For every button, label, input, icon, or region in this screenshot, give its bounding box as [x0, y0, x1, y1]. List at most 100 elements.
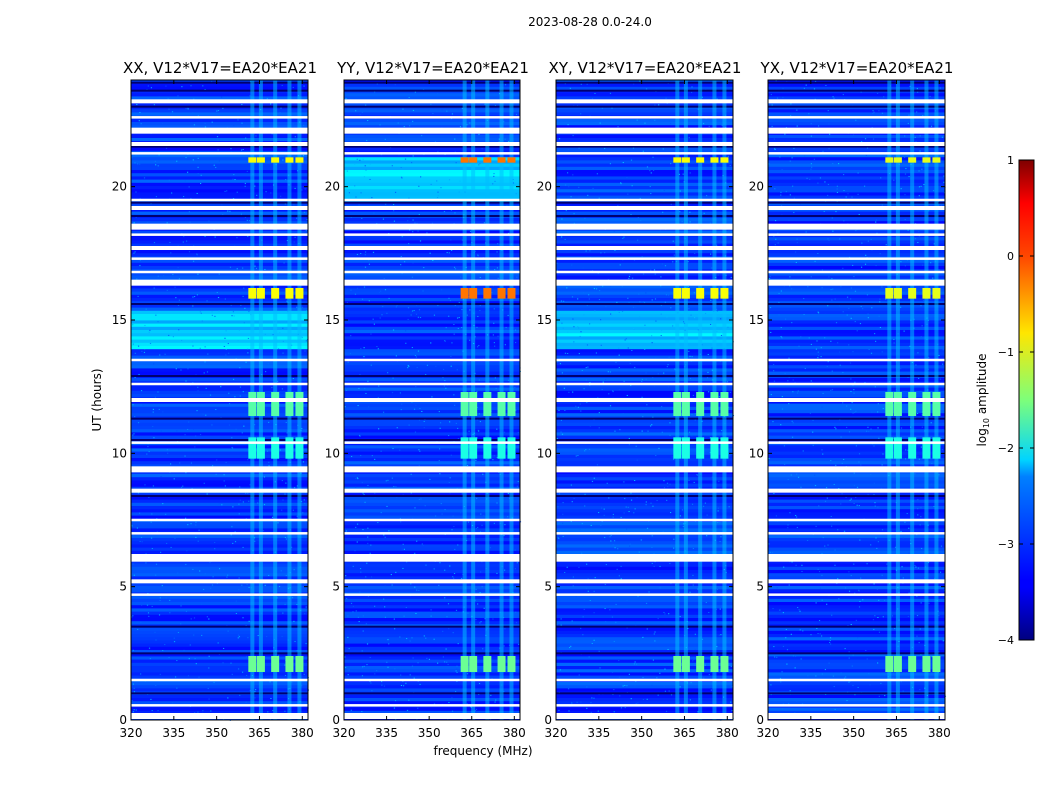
noise-speckle	[673, 538, 675, 540]
noise-speckle	[243, 380, 245, 382]
noise-strip	[556, 352, 733, 356]
noise-speckle	[601, 507, 603, 509]
noise-speckle	[350, 709, 352, 711]
noise-speckle	[347, 674, 349, 676]
noise-strip	[556, 483, 733, 487]
noise-speckle	[613, 689, 615, 691]
noise-speckle	[905, 168, 907, 170]
noise-speckle	[304, 350, 306, 352]
noise-strip	[344, 492, 520, 497]
noise-speckle	[448, 315, 450, 317]
noise-speckle	[717, 510, 719, 512]
noise-speckle	[691, 503, 694, 505]
noise-strip	[556, 172, 733, 177]
noise-speckle	[877, 617, 879, 619]
rfi-burst	[908, 157, 917, 163]
noise-speckle	[582, 292, 585, 294]
noise-speckle	[229, 266, 232, 268]
noise-speckle	[817, 125, 820, 127]
noise-speckle	[257, 502, 259, 504]
noise-strip	[131, 371, 308, 375]
noise-strip	[556, 454, 733, 458]
noise-speckle	[701, 96, 704, 98]
noise-speckle	[248, 620, 250, 622]
noise-speckle	[825, 487, 828, 489]
noise-speckle	[216, 136, 219, 138]
noise-speckle	[284, 674, 287, 676]
noise-speckle	[131, 616, 133, 618]
noise-speckle	[692, 660, 694, 662]
noise-speckle	[852, 654, 854, 656]
noise-speckle	[648, 591, 650, 593]
noise-speckle	[860, 266, 863, 268]
noise-speckle	[241, 432, 243, 434]
noise-speckle	[882, 453, 884, 455]
noise-speckle	[425, 564, 427, 566]
noise-speckle	[181, 86, 183, 88]
noise-speckle	[507, 379, 510, 381]
noise-strip	[768, 419, 945, 423]
noise-strip	[131, 454, 308, 458]
noise-speckle	[627, 193, 629, 195]
noise-strip	[344, 92, 520, 97]
noise-speckle	[284, 664, 286, 666]
noise-speckle	[667, 294, 670, 296]
noise-speckle	[781, 396, 783, 398]
noise-strip	[131, 492, 308, 497]
noise-speckle	[374, 605, 376, 607]
noise-speckle	[657, 694, 659, 696]
noise-strip	[344, 601, 520, 606]
noise-speckle	[370, 364, 372, 366]
panel-2-frame	[343, 79, 521, 721]
noise-strip	[768, 86, 945, 90]
flagged-row	[556, 678, 733, 682]
noise-speckle	[582, 545, 584, 547]
noise-speckle	[248, 586, 250, 588]
noise-strip	[768, 534, 945, 538]
rfi-burst	[908, 392, 917, 416]
noise-strip	[344, 636, 520, 641]
noise-speckle	[282, 352, 284, 354]
noise-strip	[768, 268, 945, 273]
noise-speckle	[444, 340, 446, 342]
noise-strip	[556, 371, 733, 375]
noise-speckle	[454, 212, 456, 214]
noise-speckle	[557, 537, 559, 539]
noise-speckle	[606, 482, 608, 484]
noise-speckle	[827, 183, 830, 185]
noise-speckle	[661, 329, 663, 331]
noise-speckle	[226, 576, 228, 578]
noise-speckle	[590, 711, 592, 713]
noise-speckle	[877, 662, 879, 664]
noise-strip	[344, 147, 520, 151]
flagged-row	[344, 270, 520, 274]
noise-speckle	[242, 267, 244, 269]
dark-row	[131, 625, 308, 628]
noise-strip	[344, 284, 520, 289]
noise-speckle	[415, 313, 418, 315]
noise-speckle	[214, 315, 216, 317]
noise-speckle	[380, 290, 382, 292]
noise-speckle	[840, 672, 842, 674]
noise-speckle	[268, 465, 270, 467]
noise-speckle	[694, 648, 696, 650]
noise-speckle	[645, 292, 647, 294]
y-tick-label: 15	[112, 313, 127, 327]
noise-speckle	[661, 406, 663, 408]
noise-strip	[768, 572, 945, 577]
noise-speckle	[306, 219, 308, 221]
noise-speckle	[578, 566, 580, 568]
noise-speckle	[642, 150, 644, 152]
noise-speckle	[514, 342, 517, 344]
noise-strip	[344, 595, 520, 599]
noise-speckle	[621, 286, 623, 288]
noise-speckle	[215, 473, 217, 475]
noise-speckle	[920, 336, 922, 338]
rfi-burst	[483, 392, 492, 416]
noise-strip	[556, 124, 733, 129]
noise-speckle	[579, 403, 581, 405]
noise-strip	[344, 633, 520, 638]
noise-strip	[768, 137, 945, 142]
noise-speckle	[423, 635, 425, 637]
noise-speckle	[286, 300, 288, 302]
